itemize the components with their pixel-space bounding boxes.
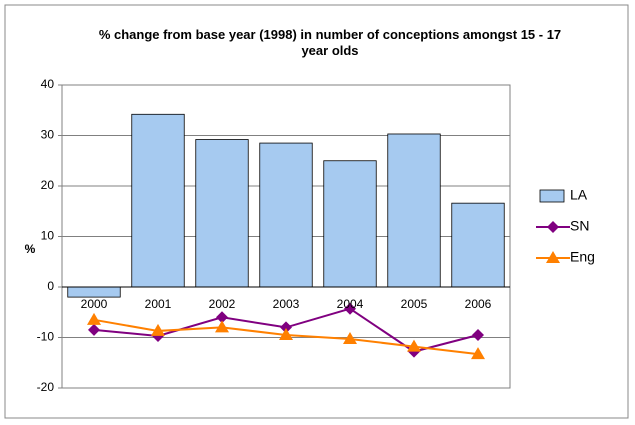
y-tick-label: -20 (37, 380, 55, 394)
y-tick-label: 40 (41, 77, 55, 91)
bar (387, 133, 441, 288)
bar (451, 202, 505, 288)
x-tick-label: 2001 (145, 297, 172, 311)
marker (344, 302, 356, 315)
x-tick-label: 2004 (337, 297, 364, 311)
marker (88, 323, 100, 336)
legend-label: SN (570, 218, 589, 234)
chart-title: % change from base year (1998) in number… (98, 27, 562, 58)
legend-swatch (539, 189, 565, 203)
x-tick-label: 2006 (465, 297, 492, 311)
marker (472, 328, 484, 341)
y-tick-label: -10 (37, 330, 55, 344)
y-axis-label: % (25, 242, 36, 256)
y-tick-label: 10 (41, 229, 55, 243)
marker (280, 321, 292, 334)
x-tick-label: 2003 (273, 297, 300, 311)
marker (151, 323, 165, 336)
bar (131, 113, 185, 288)
bar (323, 160, 377, 288)
y-tick-label: 20 (41, 178, 55, 192)
marker (87, 312, 101, 325)
x-tick-label: 2005 (401, 297, 428, 311)
legend-marker (546, 251, 560, 263)
bar (195, 139, 249, 288)
y-tick-label: 0 (47, 279, 54, 293)
marker (343, 332, 357, 345)
marker (215, 320, 229, 333)
legend-label: LA (570, 187, 588, 203)
marker (279, 327, 293, 340)
legend-marker (547, 221, 559, 233)
marker (216, 311, 228, 324)
marker (407, 339, 421, 352)
marker (471, 347, 485, 360)
x-tick-label: 2000 (81, 297, 108, 311)
x-tick-label: 2002 (209, 297, 236, 311)
y-tick-label: 30 (41, 128, 55, 142)
bar (259, 142, 313, 288)
plot-border (61, 84, 511, 389)
legend-label: Eng (570, 249, 595, 265)
chart-border (4, 4, 629, 419)
bar (67, 286, 121, 298)
